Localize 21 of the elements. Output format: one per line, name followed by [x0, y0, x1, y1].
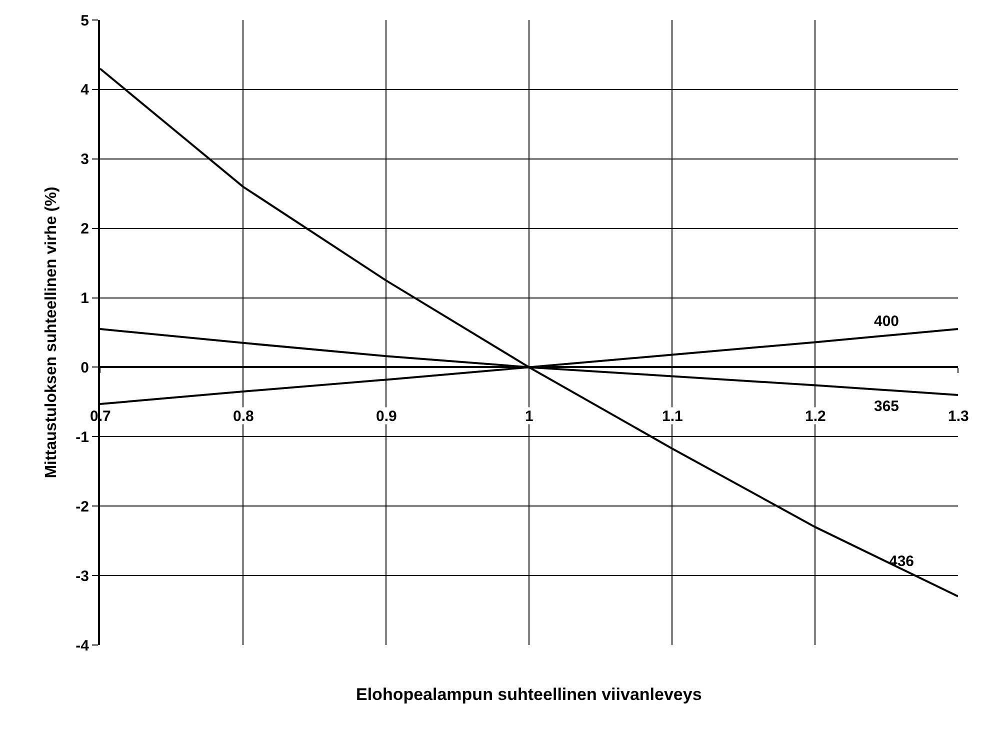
y-tick-label: -4 — [76, 637, 90, 654]
y-tick-label: 2 — [80, 220, 89, 238]
y-tick-label: -2 — [76, 498, 89, 516]
x-tick-label: 1.3 — [948, 408, 969, 425]
x-tick-label: 1 — [525, 408, 534, 425]
y-tick-label: 5 — [80, 12, 89, 30]
y-tick-label: -3 — [76, 568, 89, 585]
x-tick-label: 0.8 — [233, 408, 254, 425]
x-tick-label: 1.1 — [662, 408, 683, 425]
series-label: 436 — [889, 553, 914, 570]
y-tick-label: 1 — [80, 290, 89, 308]
series-label: 365 — [874, 398, 900, 415]
y-tick-label: -1 — [76, 428, 89, 446]
x-tick-label: 1.2 — [805, 408, 826, 425]
x-tick-label: 0.9 — [376, 408, 397, 425]
y-tick-label: 4 — [80, 82, 90, 99]
y-tick-label: 3 — [80, 151, 89, 168]
x-axis-title: Elohopealampun suhteellinen viivanleveys — [356, 685, 702, 704]
y-axis-title: Mittaustuloksen suhteellinen virhe (%) — [43, 186, 60, 478]
series-label: 400 — [874, 313, 900, 330]
y-tick-label: 0 — [80, 359, 89, 376]
